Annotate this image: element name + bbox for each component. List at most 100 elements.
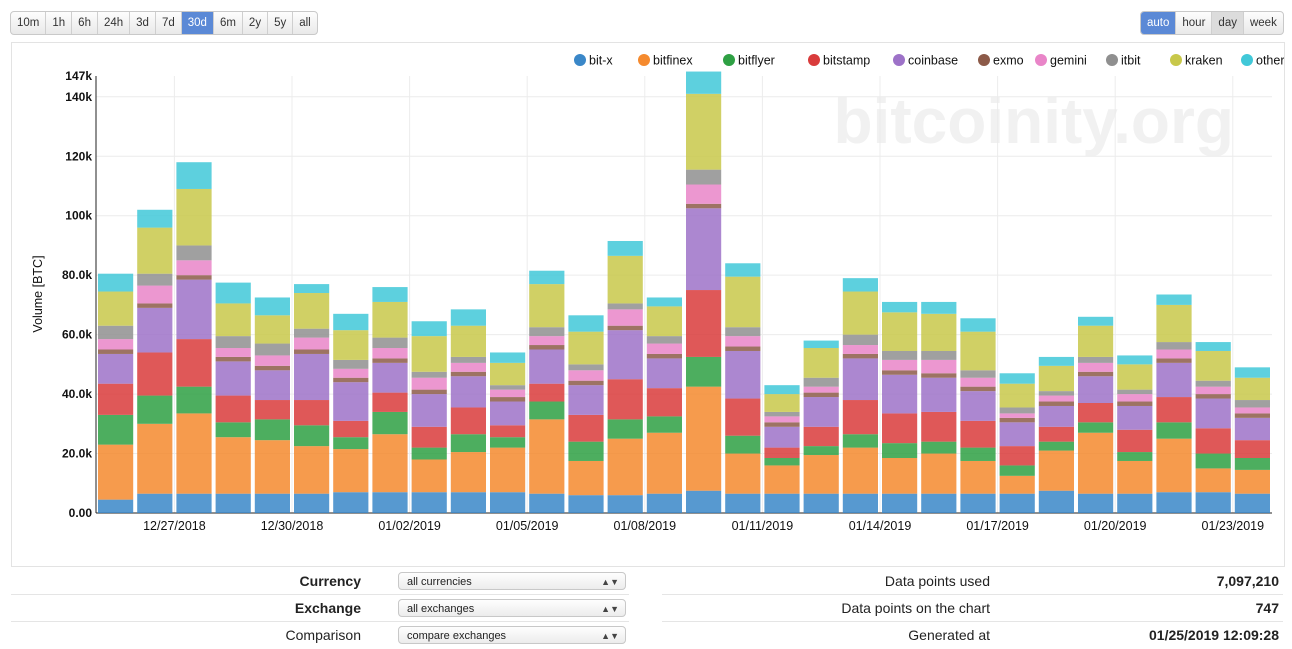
bar-segment-bit-x [960, 493, 996, 513]
bar-segment-bitflyer [1078, 422, 1114, 433]
bar-segment-kraken [1234, 377, 1270, 401]
range-24h-button[interactable]: 24h [98, 12, 131, 34]
bar-segment-coinbase [215, 361, 251, 396]
bar-segment-kraken [725, 276, 761, 328]
bar-segment-others [1156, 294, 1192, 305]
bar-segment-bitfinex [1156, 438, 1192, 493]
bar-segment-bitflyer [411, 447, 447, 460]
range-30d-button[interactable]: 30d [181, 12, 214, 34]
bar-segment-kraken [490, 362, 526, 386]
y-tick-label: 20.0k [62, 447, 92, 461]
bar-segment-coinbase [921, 377, 957, 412]
bar-segment-exmo [1038, 401, 1074, 406]
bar-segment-bit-x [450, 492, 486, 513]
x-tick-label: 12/30/2018 [261, 519, 324, 533]
agg-auto-button[interactable]: auto [1141, 12, 1177, 34]
exchange-select[interactable]: all exchanges ▲▼ [398, 599, 626, 617]
bar-segment-bitfinex [725, 453, 761, 494]
bar-segment-kraken [98, 291, 134, 326]
bar-segment-bit-x [1038, 490, 1074, 513]
bar-segment-bitstamp [1234, 440, 1270, 459]
bar-segment-bitstamp [725, 398, 761, 436]
range-6h-button[interactable]: 6h [72, 12, 98, 34]
bar-segment-kraken [842, 291, 878, 335]
bar-segment-itbit [607, 303, 643, 310]
bar-segment-exmo [1234, 413, 1270, 418]
bar-segment-gemini [294, 337, 330, 350]
bar-segment-bitstamp [333, 420, 369, 438]
bar-segment-others [98, 273, 134, 292]
bar-segment-gemini [999, 413, 1035, 418]
range-all-button[interactable]: all [299, 17, 311, 29]
bar-segment-bitfinex [372, 434, 408, 493]
bar-segment-others [882, 301, 918, 313]
bar-segment-gemini [960, 377, 996, 387]
bar-segment-bit-x [411, 492, 447, 513]
currency-select[interactable]: all currencies ▲▼ [398, 572, 626, 590]
bar-segment-itbit [686, 169, 722, 185]
range-10m-button[interactable]: 10m [11, 12, 47, 34]
legend-marker-gemini [1035, 54, 1047, 66]
bar-segment-bitflyer [960, 447, 996, 461]
x-tick-label: 01/05/2019 [496, 519, 559, 533]
generated-at-label: Generated at [908, 627, 990, 643]
bar-segment-itbit [98, 325, 134, 340]
bar-segment-coinbase [372, 362, 408, 393]
bar-segment-kraken [1038, 365, 1074, 392]
bar-segment-bitflyer [254, 419, 290, 441]
data-points-chart-value: 747 [1255, 600, 1279, 616]
bar-segment-itbit [215, 336, 251, 349]
y-tick-label: 40.0k [62, 387, 92, 401]
bar-segment-bitstamp [490, 425, 526, 438]
range-3d-button[interactable]: 3d [130, 12, 156, 34]
bar-segment-others [294, 284, 330, 294]
bar-segment-bitfinex [137, 423, 173, 494]
legend-label-others: others [1256, 54, 1284, 68]
bar-segment-bitflyer [686, 356, 722, 387]
bar-segment-bitstamp [999, 446, 1035, 466]
y-tick-label: 100k [65, 209, 92, 223]
bar-segment-others [764, 385, 800, 395]
range-1h-button[interactable]: 1h [46, 12, 73, 34]
bar-segment-others [1038, 356, 1074, 366]
bar-segment-bitfinex [842, 447, 878, 494]
bar-segment-bitfinex [568, 460, 604, 496]
bar-segment-exmo [137, 303, 173, 308]
agg-day-button[interactable]: day [1212, 12, 1244, 34]
legend-marker-coinbase [893, 54, 905, 66]
bar-segment-exmo [294, 349, 330, 354]
legend-marker-kraken [1170, 54, 1182, 66]
range-2y-button[interactable]: 2y [243, 12, 269, 34]
bar-segment-bit-x [215, 493, 251, 513]
bar-segment-bit-x [607, 495, 643, 513]
bar-segment-bitfinex [999, 475, 1035, 494]
bar-segment-coinbase [1038, 405, 1074, 427]
select-arrows-icon: ▲▼ [601, 604, 619, 614]
x-tick-label: 12/27/2018 [143, 519, 206, 533]
bar-segment-gemini [333, 368, 369, 378]
select-arrows-icon: ▲▼ [601, 631, 619, 641]
bar-segment-bit-x [725, 493, 761, 513]
bar-segment-others [646, 297, 682, 307]
range-5y-button[interactable]: 5y [268, 12, 294, 34]
legend-label-bit-x: bit-x [589, 54, 613, 68]
range-6m-button[interactable]: 6m [214, 12, 243, 34]
bar-segment-itbit [254, 343, 290, 356]
agg-week-button[interactable]: week [1249, 17, 1277, 29]
bar-segment-others [999, 373, 1035, 384]
legend-label-coinbase: coinbase [908, 54, 958, 68]
comparison-select[interactable]: compare exchanges ▲▼ [398, 626, 626, 644]
bar-segment-itbit [803, 377, 839, 387]
bar-segment-bitstamp [882, 413, 918, 444]
bar-segment-coinbase [842, 358, 878, 401]
range-7d-button[interactable]: 7d [156, 12, 182, 34]
bar-segment-bitstamp [960, 420, 996, 448]
bar-segment-others [372, 287, 408, 302]
bar-segment-coinbase [137, 307, 173, 353]
currency-label: Currency [299, 573, 361, 589]
bar-segment-kraken [411, 336, 447, 372]
agg-hour-button[interactable]: hour [1176, 12, 1213, 34]
bar-segment-bitfinex [333, 449, 369, 493]
bar-segment-others [490, 352, 526, 363]
bar-segment-bitfinex [529, 419, 565, 494]
